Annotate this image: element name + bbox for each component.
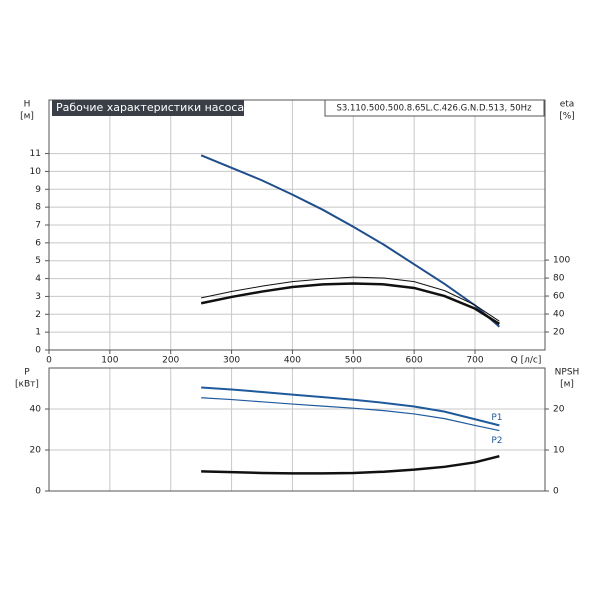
x-tick-label: 200: [162, 356, 179, 366]
y2-tick-label: 40: [553, 310, 565, 320]
series-line: [201, 386, 500, 427]
y-axis-label: P: [24, 368, 30, 378]
y-tick-label: 1: [35, 328, 41, 338]
y-tick-label: 5: [35, 256, 41, 266]
series-label: P1: [491, 413, 502, 423]
y2-tick-label: 60: [553, 292, 565, 302]
x-tick-label: 0: [46, 356, 52, 366]
y-tick-label: 4: [35, 274, 41, 284]
x-tick-label: 400: [284, 356, 301, 366]
series-line: [200, 282, 501, 325]
y-axis-label: H: [24, 100, 31, 110]
chart-title: Рабочие характеристики насоса: [56, 101, 244, 114]
y-tick-label: 11: [30, 149, 41, 159]
y-tick-label: 10: [30, 167, 42, 177]
y2-axis-unit: [м]: [560, 380, 574, 390]
title-box: [52, 100, 244, 116]
y2-axis-unit: [%]: [559, 112, 575, 122]
y-tick-label: 6: [35, 238, 41, 248]
x-axis-label: Q [л/с]: [511, 356, 542, 366]
y2-axis-label: NPSH: [555, 368, 580, 378]
y-tick-label: 9: [35, 185, 41, 195]
plot-frame: [48, 367, 546, 492]
x-tick-label: 300: [223, 356, 240, 366]
y-tick-label: 7: [35, 221, 41, 231]
chart-subtitle: S3.110.500.500.8.65L.C.426.G.N.D.513, 50…: [336, 104, 532, 114]
y-tick-label: 3: [35, 292, 41, 302]
y-tick-label: 8: [35, 203, 41, 213]
y-axis-unit: [кВт]: [15, 380, 39, 390]
x-tick-label: 500: [345, 356, 362, 366]
y-tick-label: 0: [35, 487, 41, 497]
y2-axis-label: eta: [560, 100, 575, 110]
y2-tick-label: 10: [553, 446, 565, 456]
y-axis-unit: [м]: [20, 112, 34, 122]
y-tick-label: 40: [30, 405, 42, 415]
y2-tick-label: 80: [553, 274, 565, 284]
y2-tick-label: 0: [553, 487, 559, 497]
y-tick-label: 2: [35, 310, 41, 320]
series-label: P2: [491, 436, 502, 446]
subtitle-box: [324, 99, 545, 117]
series-line: [201, 397, 500, 432]
y2-tick-label: 20: [553, 405, 565, 415]
y-tick-label: 20: [30, 446, 42, 456]
y-tick-label: 0: [35, 346, 41, 356]
x-tick-label: 600: [406, 356, 423, 366]
y2-tick-label: 20: [553, 328, 565, 338]
series-line: [201, 454, 500, 475]
y2-tick-label: 100: [553, 256, 570, 266]
series-line: [201, 276, 500, 322]
series-line: [200, 154, 501, 328]
x-tick-label: 100: [101, 356, 118, 366]
x-tick-label: 700: [466, 356, 483, 366]
